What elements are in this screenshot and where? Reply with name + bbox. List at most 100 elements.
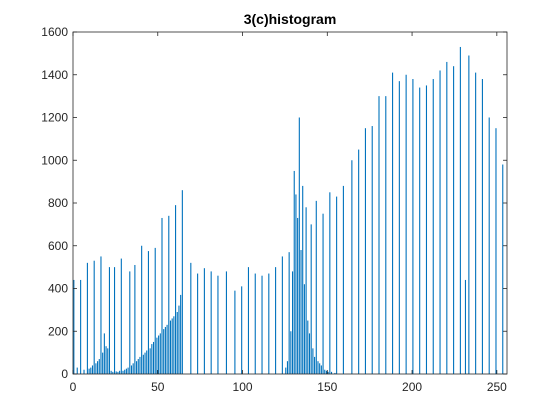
histogram-bar xyxy=(103,333,105,374)
histogram-bar xyxy=(261,275,263,374)
x-tick-label: 50 xyxy=(151,380,165,394)
histogram-bar xyxy=(176,312,178,374)
chart-title: 3(c)histogram xyxy=(244,11,337,27)
histogram-bar xyxy=(322,213,324,374)
histogram-bar xyxy=(110,370,112,374)
histogram-bar xyxy=(117,371,119,374)
histogram-bar xyxy=(334,372,336,374)
histogram-bar xyxy=(325,370,327,374)
histogram-bar xyxy=(286,361,289,374)
histogram-bar xyxy=(163,329,165,374)
y-tick-label: 600 xyxy=(48,239,68,253)
histogram-bar xyxy=(152,341,155,374)
histogram-bar xyxy=(290,331,292,374)
x-tick-label: 0 xyxy=(70,380,77,394)
histogram-bar xyxy=(97,361,99,374)
histogram-bar xyxy=(314,356,316,374)
histogram-bar xyxy=(312,348,314,374)
histogram-bar xyxy=(142,354,144,374)
histogram-bar xyxy=(95,363,97,374)
y-tick-label: 0 xyxy=(61,367,68,381)
histogram-bar xyxy=(115,371,117,374)
histogram-bar xyxy=(446,61,448,375)
histogram-bar xyxy=(88,368,90,374)
histogram-bar xyxy=(327,371,329,374)
histogram-bar xyxy=(151,344,153,374)
histogram-bar xyxy=(169,320,172,374)
histogram-bar xyxy=(91,365,94,374)
histogram-bar xyxy=(102,352,104,375)
histogram-bar xyxy=(392,72,394,375)
histogram-bars xyxy=(73,46,504,375)
histogram-bar xyxy=(288,252,290,374)
y-tick-label: 200 xyxy=(48,324,68,338)
histogram-bar xyxy=(320,365,322,374)
histogram-bar xyxy=(168,215,170,374)
histogram-bar xyxy=(317,361,319,374)
histogram-bar xyxy=(481,79,483,375)
histogram-bar xyxy=(139,356,141,374)
histogram-bar xyxy=(146,350,148,374)
histogram-bar xyxy=(241,286,243,374)
histogram-bar xyxy=(254,273,256,374)
histogram-bar xyxy=(297,217,299,374)
histogram-bar xyxy=(181,190,183,374)
histogram-bar xyxy=(180,294,182,374)
histogram-bar xyxy=(371,126,373,374)
histogram-bar xyxy=(412,79,414,375)
histogram-bar xyxy=(127,367,129,374)
histogram-bar xyxy=(134,264,136,374)
histogram-bar xyxy=(308,333,311,374)
histogram-bar xyxy=(76,367,78,374)
histogram-bar xyxy=(351,160,353,374)
histogram-bar xyxy=(298,117,300,374)
histogram-bar xyxy=(307,320,309,374)
histogram-bar xyxy=(129,271,131,374)
histogram-bar xyxy=(459,46,461,375)
histogram-bar xyxy=(439,70,441,374)
y-tick-label: 400 xyxy=(48,282,68,296)
histogram-bar xyxy=(93,260,95,374)
histogram-bar xyxy=(147,251,149,374)
histogram-bar xyxy=(175,205,177,374)
histogram-bar xyxy=(305,207,307,374)
histogram-bar xyxy=(378,96,380,375)
histogram-bar xyxy=(119,370,121,374)
histogram-bar xyxy=(281,256,283,374)
histogram-bar xyxy=(137,359,139,374)
histogram-bar xyxy=(158,335,160,374)
histogram-bar xyxy=(132,363,134,374)
histogram-bar xyxy=(90,367,92,374)
histogram-bar xyxy=(310,224,312,375)
y-tick-label: 1000 xyxy=(41,153,68,167)
histogram-bar xyxy=(210,271,212,374)
histogram-bar xyxy=(190,262,192,374)
histogram-bar xyxy=(225,271,227,374)
histogram-bar xyxy=(217,275,219,374)
histogram-bar xyxy=(154,247,156,374)
histogram-bar xyxy=(112,371,114,374)
histogram-bar xyxy=(98,359,100,374)
histogram-bar xyxy=(453,66,455,374)
histogram-bar xyxy=(247,267,250,375)
histogram-bar xyxy=(122,370,124,374)
histogram-bar xyxy=(425,85,428,374)
axes-background xyxy=(73,32,507,374)
y-tick-label: 1600 xyxy=(41,25,68,39)
histogram-bar xyxy=(171,318,173,374)
x-tick-label: 200 xyxy=(402,380,422,394)
histogram-bar xyxy=(342,185,344,374)
histogram-bar xyxy=(275,267,277,375)
x-tick-label: 150 xyxy=(317,380,337,394)
histogram-bar xyxy=(488,117,490,374)
x-tick-label: 100 xyxy=(233,380,253,394)
histogram-bar xyxy=(329,192,331,374)
histogram-bar xyxy=(432,79,434,375)
histogram-bar xyxy=(468,55,470,374)
histogram-bar xyxy=(405,74,407,374)
histogram-bar xyxy=(295,194,297,374)
y-tick-label: 1200 xyxy=(41,111,68,125)
histogram-bar xyxy=(293,170,295,374)
histogram-bar xyxy=(86,262,88,374)
